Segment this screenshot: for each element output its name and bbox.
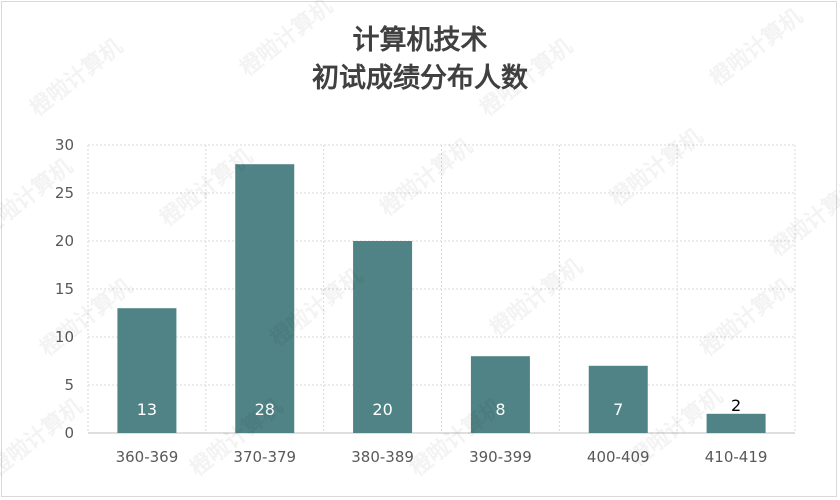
y-tick-label: 25: [55, 184, 74, 202]
bar: [706, 413, 766, 433]
x-tick-label: 370-379: [233, 448, 296, 466]
bar: [235, 164, 295, 433]
data-label: 8: [495, 400, 505, 419]
x-tick-label: 380-389: [351, 448, 414, 466]
data-label: 13: [137, 400, 157, 419]
data-label: 20: [372, 400, 392, 419]
chart-title: 计算机技术: [352, 25, 488, 56]
bar: [588, 365, 648, 433]
y-tick-label: 15: [55, 280, 74, 298]
bar: [117, 308, 177, 433]
x-tick-label: 360-369: [116, 448, 179, 466]
x-tick-label: 390-399: [469, 448, 532, 466]
y-tick-label: 20: [55, 232, 74, 250]
x-tick-label: 410-419: [705, 448, 768, 466]
data-label: 7: [613, 400, 623, 419]
bar: [353, 241, 413, 433]
y-tick-label: 30: [55, 136, 74, 154]
data-label: 2: [731, 396, 741, 415]
bar: [470, 356, 530, 433]
data-label: 28: [255, 400, 275, 419]
y-tick-label: 5: [64, 376, 74, 394]
y-tick-label: 0: [64, 424, 74, 442]
y-tick-label: 10: [55, 328, 74, 346]
chart-subtitle: 初试成绩分布人数: [312, 63, 528, 94]
x-tick-label: 400-409: [587, 448, 650, 466]
